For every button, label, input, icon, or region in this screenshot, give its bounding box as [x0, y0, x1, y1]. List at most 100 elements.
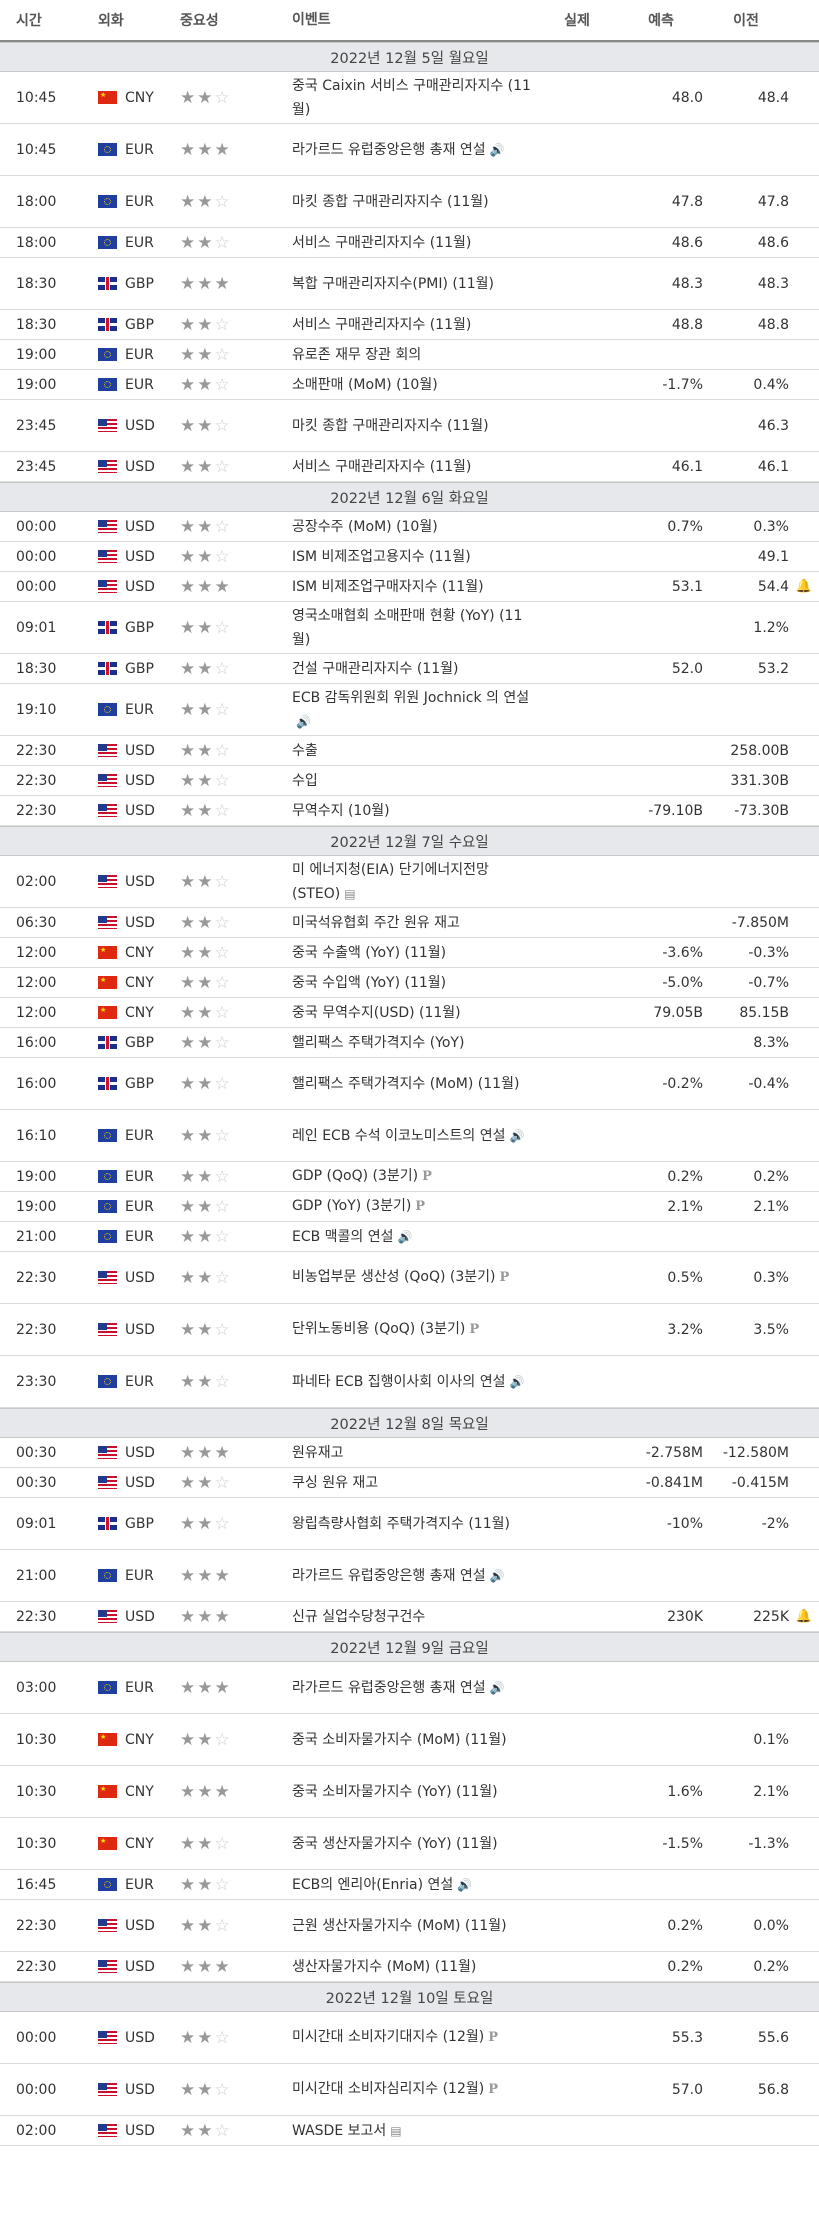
event-name-cell[interactable]: 쿠싱 원유 재고: [286, 1471, 535, 1495]
event-name-cell[interactable]: 중국 Caixin 서비스 구매관리자지수 (11월): [286, 74, 535, 122]
table-row[interactable]: 16:00 GBP ★★☆ 핼리팩스 주택가격지수 (MoM) (11월) -0.2% -…: [0, 1058, 819, 1110]
event-name-cell[interactable]: 서비스 구매관리자지수 (11월): [286, 313, 535, 337]
event-name-cell[interactable]: 수출: [286, 739, 535, 763]
table-row[interactable]: 00:30 USD ★★☆ 쿠싱 원유 재고 -0.841M -0.415M: [0, 1468, 819, 1498]
table-row[interactable]: 19:00 EUR ★★☆ 소매판매 (MoM) (10월) -1.7% 0.4%: [0, 370, 819, 400]
table-row[interactable]: 18:00 EUR ★★☆ 서비스 구매관리자지수 (11월) 48.6 48.6: [0, 228, 819, 258]
table-row[interactable]: 22:30 USD ★★★ 신규 실업수당청구건수 230K 225K 🔔: [0, 1602, 819, 1632]
event-name[interactable]: 핼리팩스 주택가격지수 (MoM) (11월): [292, 1075, 520, 1092]
event-name[interactable]: 미시간대 소비자기대지수 (12월): [292, 2029, 485, 2045]
table-row[interactable]: 10:30CNY★★★중국 소비자물가지수 (YoY) (11월)1.6%2.1…: [0, 1766, 819, 1818]
event-name[interactable]: 신규 실업수당청구건수: [292, 1608, 426, 1625]
table-row[interactable]: 22:30 USD ★★☆ 단위노동비용 (QoQ) (3분기) P 3.2% 3.5%: [0, 1304, 819, 1356]
table-row[interactable]: 10:45CNY★★☆중국 Caixin 서비스 구매관리자지수 (11월)48…: [0, 72, 819, 124]
table-row[interactable]: 22:30 USD ★★☆ 근원 생산자물가지수 (MoM) (11월) 0.2% 0.0…: [0, 1900, 819, 1952]
event-name[interactable]: ISM 비제조업고용지수 (11월): [292, 548, 471, 565]
event-name-cell[interactable]: 유로존 재무 장관 회의: [286, 343, 535, 367]
header-currency[interactable]: 외화: [98, 13, 124, 29]
event-name[interactable]: 소매판매 (MoM) (10월): [292, 376, 438, 393]
event-name-cell[interactable]: 중국 수출액 (YoY) (11월): [286, 941, 535, 965]
table-row[interactable]: 00:00 USD ★★☆ 미시간대 소비자심리지수 (12월) P 57.0 56.8: [0, 2064, 819, 2116]
table-row[interactable]: 00:00 USD ★★☆ ISM 비제조업고용지수 (11월) 49.1: [0, 542, 819, 572]
event-name-cell[interactable]: 미 에너지청(EIA) 단기에너지전망(STEO) ▤: [286, 858, 535, 906]
event-name-cell[interactable]: 미시간대 소비자심리지수 (12월) P: [286, 2077, 535, 2102]
event-name-cell[interactable]: 건설 구매관리자지수 (11월): [286, 657, 535, 681]
table-row[interactable]: 18:30 GBP ★★☆ 건설 구매관리자지수 (11월) 52.0 53.2: [0, 654, 819, 684]
table-row[interactable]: 19:10 EUR ★★☆ ECB 감독위원회 위원 Jochnick 의 연설🔊: [0, 684, 819, 736]
event-name[interactable]: 중국 소비자물가지수 (YoY) (11월): [292, 1783, 498, 1800]
event-name-cell[interactable]: 중국 소비자물가지수 (YoY) (11월): [286, 1780, 535, 1804]
event-name[interactable]: ECB의 엔리아(Enria) 연설: [292, 1876, 454, 1893]
event-name[interactable]: ISM 비제조업구매자지수 (11월): [292, 578, 484, 595]
table-row[interactable]: 12:00CNY★★☆중국 수입액 (YoY) (11월)-5.0%-0.7%: [0, 968, 819, 998]
event-name[interactable]: 공장수주 (MoM) (10월): [292, 518, 438, 535]
table-row[interactable]: 16:10 EUR ★★☆ 레인 ECB 수석 이코노미스트의 연설 🔊: [0, 1110, 819, 1162]
table-row[interactable]: 16:00 GBP ★★☆ 핼리팩스 주택가격지수 (YoY) 8.3%: [0, 1028, 819, 1058]
event-name-cell[interactable]: 마킷 종합 구매관리자지수 (11월): [286, 190, 535, 214]
table-row[interactable]: 10:45 EUR ★★★ 라가르드 유럽중앙은행 총재 연설 🔊: [0, 124, 819, 176]
event-name[interactable]: 서비스 구매관리자지수 (11월): [292, 316, 472, 333]
table-row[interactable]: 02:00 USD ★★☆ WASDE 보고서 ▤: [0, 2116, 819, 2146]
table-row[interactable]: 16:45 EUR ★★☆ ECB의 엔리아(Enria) 연설 🔊: [0, 1870, 819, 1900]
event-name[interactable]: 단위노동비용 (QoQ) (3분기): [292, 1321, 466, 1337]
table-row[interactable]: 23:30 EUR ★★☆ 파네타 ECB 집행이사회 이사의 연설 🔊: [0, 1356, 819, 1408]
event-name[interactable]: 복합 구매관리자지수(PMI) (11월): [292, 275, 495, 292]
event-name-cell[interactable]: ECB 맥콜의 연설 🔊: [286, 1225, 535, 1249]
event-name-cell[interactable]: 라가르드 유럽중앙은행 총재 연설 🔊: [286, 138, 535, 162]
event-name-cell[interactable]: 중국 수입액 (YoY) (11월): [286, 971, 535, 995]
event-name-cell[interactable]: 복합 구매관리자지수(PMI) (11월): [286, 272, 535, 296]
event-name-cell[interactable]: ECB의 엔리아(Enria) 연설 🔊: [286, 1873, 535, 1897]
event-name[interactable]: 비농업부문 생산성 (QoQ) (3분기): [292, 1269, 496, 1285]
table-row[interactable]: 19:00 EUR ★★☆ GDP (QoQ) (3분기) P 0.2% 0.2%: [0, 1162, 819, 1192]
event-name[interactable]: 미시간대 소비자심리지수 (12월): [292, 2081, 485, 2097]
event-name[interactable]: 중국 Caixin 서비스 구매관리자지수 (11월): [292, 77, 531, 118]
table-row[interactable]: 12:00CNY★★☆중국 수출액 (YoY) (11월)-3.6%-0.3%: [0, 938, 819, 968]
event-name[interactable]: 마킷 종합 구매관리자지수 (11월): [292, 193, 489, 210]
table-row[interactable]: 10:30CNY★★☆중국 생산자물가지수 (YoY) (11월)-1.5%-1…: [0, 1818, 819, 1870]
bell-icon[interactable]: 🔔: [795, 579, 813, 594]
event-name[interactable]: ECB 감독위원회 위원 Jochnick 의 연설: [292, 689, 530, 706]
event-name[interactable]: 중국 무역수지(USD) (11월): [292, 1004, 461, 1021]
event-name-cell[interactable]: 중국 소비자물가지수 (MoM) (11월): [286, 1728, 535, 1752]
table-row[interactable]: 22:30 USD ★★☆ 무역수지 (10월) -79.10B -73.30B: [0, 796, 819, 826]
event-name[interactable]: 쿠싱 원유 재고: [292, 1474, 379, 1491]
event-name-cell[interactable]: 무역수지 (10월): [286, 799, 535, 823]
table-row[interactable]: 00:00 USD ★★☆ 미시간대 소비자기대지수 (12월) P 55.3 55.6: [0, 2012, 819, 2064]
table-row[interactable]: 09:01 GBP ★★☆ 왕립측량사협회 주택가격지수 (11월) -10% -2%: [0, 1498, 819, 1550]
event-name[interactable]: 파네타 ECB 집행이사회 이사의 연설: [292, 1373, 506, 1390]
event-name-cell[interactable]: WASDE 보고서 ▤: [286, 2119, 535, 2143]
event-name-cell[interactable]: 미시간대 소비자기대지수 (12월) P: [286, 2025, 535, 2050]
event-name-cell[interactable]: 영국소매협회 소매판매 현황 (YoY) (11월): [286, 604, 535, 652]
event-name[interactable]: ECB 맥콜의 연설: [292, 1228, 394, 1245]
table-row[interactable]: 10:30CNY★★☆중국 소비자물가지수 (MoM) (11월)0.1%: [0, 1714, 819, 1766]
event-name[interactable]: GDP (QoQ) (3분기): [292, 1168, 419, 1184]
event-name[interactable]: 미국석유협회 주간 원유 재고: [292, 914, 460, 931]
event-name[interactable]: 라가르드 유럽중앙은행 총재 연설: [292, 141, 486, 158]
table-row[interactable]: 09:01 GBP ★★☆ 영국소매협회 소매판매 현황 (YoY) (11월) 1.2…: [0, 602, 819, 654]
table-row[interactable]: 22:30 USD ★★☆ 비농업부문 생산성 (QoQ) (3분기) P 0.5% 0.3…: [0, 1252, 819, 1304]
event-name-cell[interactable]: 왕립측량사협회 주택가격지수 (11월): [286, 1512, 535, 1536]
event-name-cell[interactable]: 핼리팩스 주택가격지수 (MoM) (11월): [286, 1072, 535, 1096]
table-row[interactable]: 19:00 EUR ★★☆ GDP (YoY) (3분기) P 2.1% 2.1%: [0, 1192, 819, 1222]
header-previous[interactable]: 이전: [733, 13, 759, 29]
event-name-cell[interactable]: 생산자물가지수 (MoM) (11월): [286, 1955, 535, 1979]
event-name[interactable]: 수입: [292, 772, 318, 789]
event-name-cell[interactable]: ISM 비제조업고용지수 (11월): [286, 545, 535, 569]
header-event[interactable]: 이벤트: [292, 12, 331, 28]
event-name[interactable]: 수출: [292, 742, 318, 759]
table-row[interactable]: 00:30 USD ★★★ 원유재고 -2.758M -12.580M: [0, 1438, 819, 1468]
event-name-cell[interactable]: 단위노동비용 (QoQ) (3분기) P: [286, 1317, 535, 1342]
event-name-cell[interactable]: 라가르드 유럽중앙은행 총재 연설 🔊: [286, 1676, 535, 1700]
event-name[interactable]: 유로존 재무 장관 회의: [292, 346, 422, 363]
event-name[interactable]: 서비스 구매관리자지수 (11월): [292, 458, 472, 475]
event-name-cell[interactable]: 핼리팩스 주택가격지수 (YoY): [286, 1031, 535, 1055]
event-name[interactable]: 영국소매협회 소매판매 현황 (YoY) (11월): [292, 607, 523, 648]
event-name-cell[interactable]: 공장수주 (MoM) (10월): [286, 515, 535, 539]
event-name-cell[interactable]: 미국석유협회 주간 원유 재고: [286, 911, 535, 935]
event-name[interactable]: 무역수지 (10월): [292, 802, 390, 819]
table-row[interactable]: 23:45 USD ★★☆ 마킷 종합 구매관리자지수 (11월) 46.3: [0, 400, 819, 452]
table-row[interactable]: 06:30 USD ★★☆ 미국석유협회 주간 원유 재고 -7.850M: [0, 908, 819, 938]
table-row[interactable]: 22:30 USD ★★★ 생산자물가지수 (MoM) (11월) 0.2% 0.2%: [0, 1952, 819, 1982]
event-name[interactable]: 미 에너지청(EIA) 단기에너지전망(STEO): [292, 861, 489, 902]
event-name[interactable]: 원유재고: [292, 1444, 344, 1461]
